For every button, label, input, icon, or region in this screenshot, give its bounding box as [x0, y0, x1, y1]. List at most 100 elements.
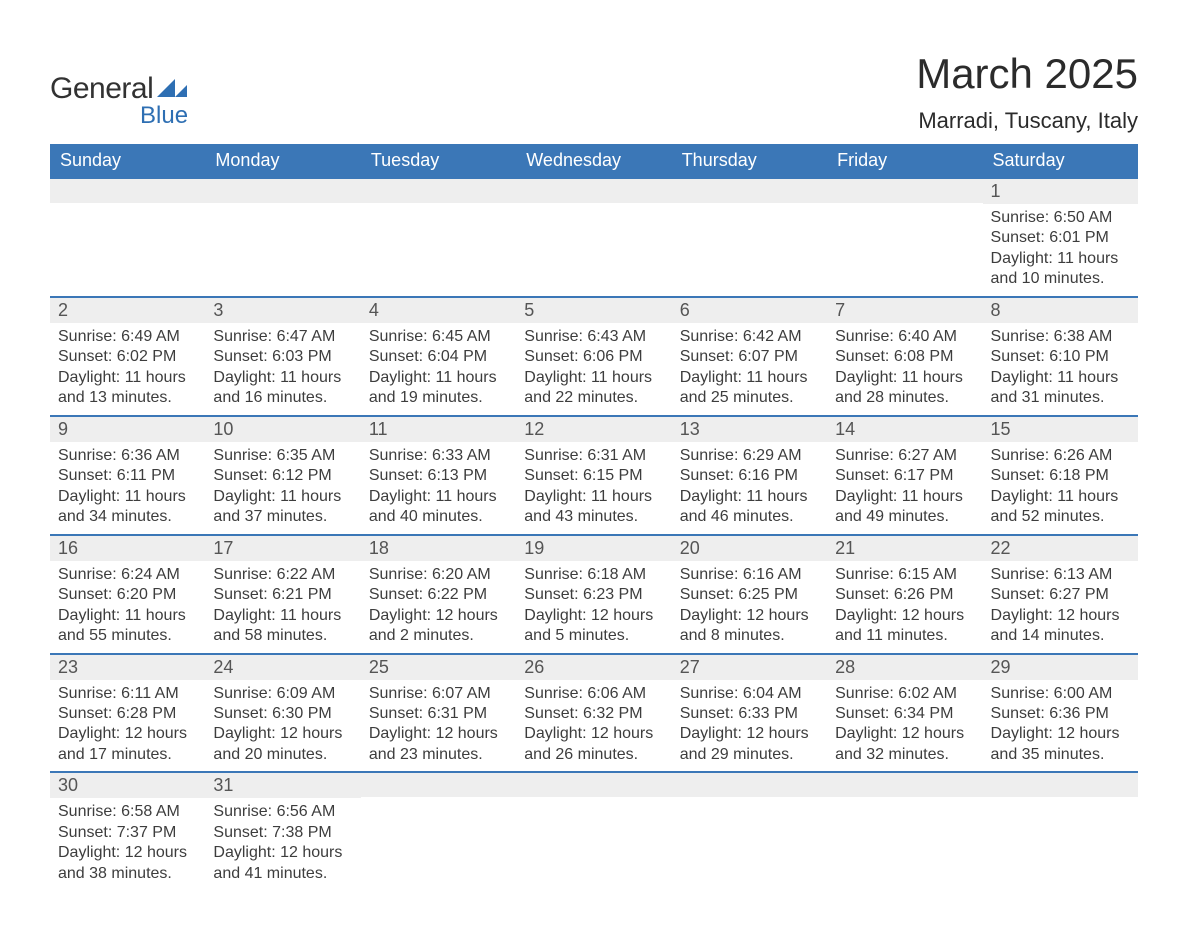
- day-number: 12: [516, 417, 671, 442]
- daylight-line1: Daylight: 12 hours: [213, 843, 352, 863]
- daylight-line2: and 20 minutes.: [213, 745, 352, 765]
- daylight-line1: Daylight: 12 hours: [524, 606, 663, 626]
- logo-general-text: General: [50, 72, 153, 106]
- sunrise-text: Sunrise: 6:43 AM: [524, 327, 663, 347]
- sunrise-text: Sunrise: 6:15 AM: [835, 565, 974, 585]
- week-row: 1Sunrise: 6:50 AMSunset: 6:01 PMDaylight…: [50, 178, 1138, 297]
- daylight-line1: Daylight: 12 hours: [835, 606, 974, 626]
- dayhead-tuesday: Tuesday: [361, 144, 516, 178]
- daylight-line1: Daylight: 12 hours: [369, 724, 508, 744]
- day-details: Sunrise: 6:00 AMSunset: 6:36 PMDaylight:…: [983, 680, 1138, 772]
- daylight-line2: and 25 minutes.: [680, 388, 819, 408]
- daylight-line2: and 16 minutes.: [213, 388, 352, 408]
- day-details: Sunrise: 6:58 AMSunset: 7:37 PMDaylight:…: [50, 798, 205, 890]
- daylight-line2: and 11 minutes.: [835, 626, 974, 646]
- day-number: 26: [516, 655, 671, 680]
- calendar-cell: 25Sunrise: 6:07 AMSunset: 6:31 PMDayligh…: [361, 654, 516, 773]
- day-number: 29: [983, 655, 1138, 680]
- daylight-line1: Daylight: 12 hours: [680, 724, 819, 744]
- week-row: 2Sunrise: 6:49 AMSunset: 6:02 PMDaylight…: [50, 297, 1138, 416]
- sunrise-text: Sunrise: 6:06 AM: [524, 684, 663, 704]
- sunrise-text: Sunrise: 6:20 AM: [369, 565, 508, 585]
- sunset-text: Sunset: 6:07 PM: [680, 347, 819, 367]
- day-number: 20: [672, 536, 827, 561]
- dayhead-friday: Friday: [827, 144, 982, 178]
- sunrise-text: Sunrise: 6:33 AM: [369, 446, 508, 466]
- daylight-line1: Daylight: 11 hours: [835, 487, 974, 507]
- calendar-cell: 24Sunrise: 6:09 AMSunset: 6:30 PMDayligh…: [205, 654, 360, 773]
- day-details: Sunrise: 6:29 AMSunset: 6:16 PMDaylight:…: [672, 442, 827, 534]
- calendar-cell: 9Sunrise: 6:36 AMSunset: 6:11 PMDaylight…: [50, 416, 205, 535]
- daylight-line2: and 26 minutes.: [524, 745, 663, 765]
- daylight-line1: Daylight: 11 hours: [369, 487, 508, 507]
- week-row: 9Sunrise: 6:36 AMSunset: 6:11 PMDaylight…: [50, 416, 1138, 535]
- day-number: 22: [983, 536, 1138, 561]
- logo-icon: [157, 79, 187, 102]
- day-number: [50, 179, 205, 203]
- daylight-line2: and 22 minutes.: [524, 388, 663, 408]
- dayhead-thursday: Thursday: [672, 144, 827, 178]
- day-details: [516, 203, 671, 287]
- daylight-line2: and 29 minutes.: [680, 745, 819, 765]
- calendar-cell: 18Sunrise: 6:20 AMSunset: 6:22 PMDayligh…: [361, 535, 516, 654]
- day-number: [361, 179, 516, 203]
- calendar-cell: [205, 178, 360, 297]
- calendar-cell: 23Sunrise: 6:11 AMSunset: 6:28 PMDayligh…: [50, 654, 205, 773]
- day-number: 11: [361, 417, 516, 442]
- sunset-text: Sunset: 6:23 PM: [524, 585, 663, 605]
- calendar-cell: 7Sunrise: 6:40 AMSunset: 6:08 PMDaylight…: [827, 297, 982, 416]
- daylight-line2: and 10 minutes.: [991, 269, 1130, 289]
- daylight-line2: and 32 minutes.: [835, 745, 974, 765]
- calendar-cell: 15Sunrise: 6:26 AMSunset: 6:18 PMDayligh…: [983, 416, 1138, 535]
- sunrise-text: Sunrise: 6:47 AM: [213, 327, 352, 347]
- sunrise-text: Sunrise: 6:00 AM: [991, 684, 1130, 704]
- day-number: 17: [205, 536, 360, 561]
- sunset-text: Sunset: 6:06 PM: [524, 347, 663, 367]
- sunrise-text: Sunrise: 6:18 AM: [524, 565, 663, 585]
- day-details: Sunrise: 6:02 AMSunset: 6:34 PMDaylight:…: [827, 680, 982, 772]
- day-number: 3: [205, 298, 360, 323]
- daylight-line2: and 38 minutes.: [58, 864, 197, 884]
- day-details: Sunrise: 6:36 AMSunset: 6:11 PMDaylight:…: [50, 442, 205, 534]
- day-number: 27: [672, 655, 827, 680]
- day-details: Sunrise: 6:27 AMSunset: 6:17 PMDaylight:…: [827, 442, 982, 534]
- daylight-line2: and 23 minutes.: [369, 745, 508, 765]
- daylight-line2: and 52 minutes.: [991, 507, 1130, 527]
- daylight-line2: and 14 minutes.: [991, 626, 1130, 646]
- calendar-cell: 16Sunrise: 6:24 AMSunset: 6:20 PMDayligh…: [50, 535, 205, 654]
- day-number: 30: [50, 773, 205, 798]
- day-number: 6: [672, 298, 827, 323]
- daylight-line1: Daylight: 11 hours: [680, 487, 819, 507]
- daylight-line1: Daylight: 12 hours: [58, 724, 197, 744]
- day-details: Sunrise: 6:35 AMSunset: 6:12 PMDaylight:…: [205, 442, 360, 534]
- calendar-cell: 26Sunrise: 6:06 AMSunset: 6:32 PMDayligh…: [516, 654, 671, 773]
- day-details: Sunrise: 6:33 AMSunset: 6:13 PMDaylight:…: [361, 442, 516, 534]
- sunset-text: Sunset: 6:22 PM: [369, 585, 508, 605]
- day-details: [827, 797, 982, 881]
- day-number: 8: [983, 298, 1138, 323]
- sunrise-text: Sunrise: 6:50 AM: [991, 208, 1130, 228]
- dayhead-sunday: Sunday: [50, 144, 205, 178]
- daylight-line2: and 8 minutes.: [680, 626, 819, 646]
- daylight-line1: Daylight: 12 hours: [524, 724, 663, 744]
- day-number: 7: [827, 298, 982, 323]
- daylight-line2: and 55 minutes.: [58, 626, 197, 646]
- sunset-text: Sunset: 6:17 PM: [835, 466, 974, 486]
- sunrise-text: Sunrise: 6:02 AM: [835, 684, 974, 704]
- daylight-line2: and 28 minutes.: [835, 388, 974, 408]
- logo-blue-text: Blue: [140, 102, 188, 130]
- sunset-text: Sunset: 6:26 PM: [835, 585, 974, 605]
- location-subtitle: Marradi, Tuscany, Italy: [916, 108, 1138, 134]
- sunrise-text: Sunrise: 6:42 AM: [680, 327, 819, 347]
- daylight-line1: Daylight: 11 hours: [58, 487, 197, 507]
- sunrise-text: Sunrise: 6:49 AM: [58, 327, 197, 347]
- sunrise-text: Sunrise: 6:45 AM: [369, 327, 508, 347]
- daylight-line1: Daylight: 11 hours: [991, 368, 1130, 388]
- daylight-line1: Daylight: 12 hours: [835, 724, 974, 744]
- daylight-line2: and 19 minutes.: [369, 388, 508, 408]
- day-number: 10: [205, 417, 360, 442]
- calendar-cell: 17Sunrise: 6:22 AMSunset: 6:21 PMDayligh…: [205, 535, 360, 654]
- sunrise-text: Sunrise: 6:29 AM: [680, 446, 819, 466]
- day-details: Sunrise: 6:15 AMSunset: 6:26 PMDaylight:…: [827, 561, 982, 653]
- day-details: Sunrise: 6:26 AMSunset: 6:18 PMDaylight:…: [983, 442, 1138, 534]
